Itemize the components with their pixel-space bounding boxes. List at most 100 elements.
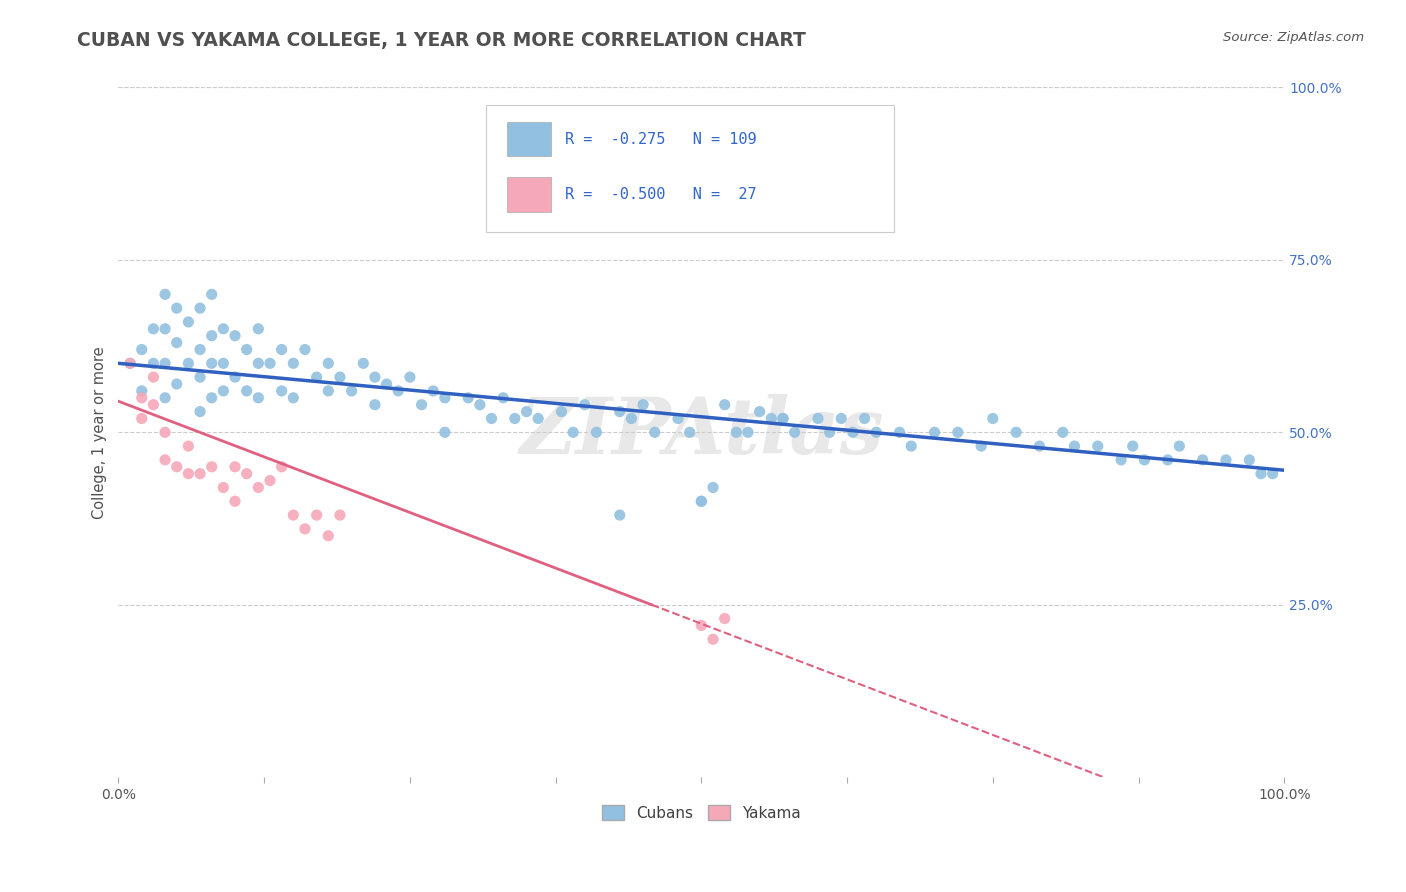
Point [713, 398, 735, 412]
Point [981, 411, 1004, 425]
Text: ZIPAtlas: ZIPAtlas [519, 394, 883, 471]
FancyBboxPatch shape [485, 104, 894, 232]
Point [900, 439, 922, 453]
Point [201, 328, 224, 343]
Point [329, 508, 352, 522]
Point [352, 356, 374, 370]
Point [772, 411, 794, 425]
Point [270, 384, 292, 398]
Point [142, 370, 165, 384]
Legend: Cubans, Yakama: Cubans, Yakama [595, 797, 808, 828]
Point [188, 343, 211, 357]
Point [433, 391, 456, 405]
Point [294, 522, 316, 536]
Point [853, 411, 876, 425]
Point [120, 356, 142, 370]
Point [329, 370, 352, 384]
Point [235, 343, 257, 357]
Point [725, 425, 748, 440]
Point [224, 328, 246, 343]
Point [1215, 453, 1237, 467]
Point [270, 343, 292, 357]
Point [166, 459, 188, 474]
Point [946, 425, 969, 440]
Point [399, 370, 422, 384]
Point [1109, 453, 1132, 467]
Point [924, 425, 946, 440]
Point [1087, 439, 1109, 453]
Point [807, 411, 830, 425]
Point [702, 632, 724, 647]
Point [259, 474, 281, 488]
Point [865, 425, 887, 440]
Point [177, 315, 200, 329]
Point [201, 287, 224, 301]
Point [666, 411, 689, 425]
Point [153, 287, 176, 301]
Point [153, 322, 176, 336]
Point [585, 425, 607, 440]
Point [177, 356, 200, 370]
Point [166, 377, 188, 392]
Point [783, 425, 806, 440]
Point [201, 356, 224, 370]
Point [690, 494, 713, 508]
Point [411, 398, 433, 412]
Point [153, 453, 176, 467]
Point [562, 425, 585, 440]
Point [631, 398, 654, 412]
Text: CUBAN VS YAKAMA COLLEGE, 1 YEAR OR MORE CORRELATION CHART: CUBAN VS YAKAMA COLLEGE, 1 YEAR OR MORE … [77, 31, 806, 50]
Point [177, 439, 200, 453]
Point [201, 459, 224, 474]
Point [247, 481, 270, 495]
Point [1157, 453, 1180, 467]
Point [166, 335, 188, 350]
Point [142, 322, 165, 336]
Point [131, 391, 153, 405]
Point [842, 425, 865, 440]
Y-axis label: College, 1 year or more: College, 1 year or more [93, 346, 107, 518]
Point [457, 391, 479, 405]
Point [142, 356, 165, 370]
Text: R =  -0.275   N = 109: R = -0.275 N = 109 [565, 132, 756, 146]
Point [550, 404, 572, 418]
Point [131, 411, 153, 425]
Point [131, 343, 153, 357]
Point [235, 384, 257, 398]
Point [305, 370, 328, 384]
Point [387, 384, 409, 398]
Point [283, 356, 305, 370]
Point [830, 411, 852, 425]
Point [259, 356, 281, 370]
Point [772, 411, 794, 425]
Point [644, 425, 666, 440]
Point [737, 425, 759, 440]
Point [188, 467, 211, 481]
Point [503, 411, 526, 425]
Point [224, 459, 246, 474]
Point [679, 425, 702, 440]
Point [212, 356, 235, 370]
Point [364, 398, 387, 412]
Point [690, 494, 713, 508]
Point [620, 411, 643, 425]
Point [375, 377, 398, 392]
Point [515, 404, 537, 418]
Point [468, 398, 491, 412]
Point [177, 467, 200, 481]
Point [153, 425, 176, 440]
Point [247, 322, 270, 336]
Point [481, 411, 503, 425]
Point [224, 370, 246, 384]
Point [283, 508, 305, 522]
Point [1005, 425, 1028, 440]
Point [690, 618, 713, 632]
Point [212, 481, 235, 495]
Point [818, 425, 841, 440]
Point [574, 398, 596, 412]
Point [1168, 439, 1191, 453]
Point [609, 404, 631, 418]
Point [294, 343, 316, 357]
Point [188, 301, 211, 315]
Point [702, 481, 724, 495]
